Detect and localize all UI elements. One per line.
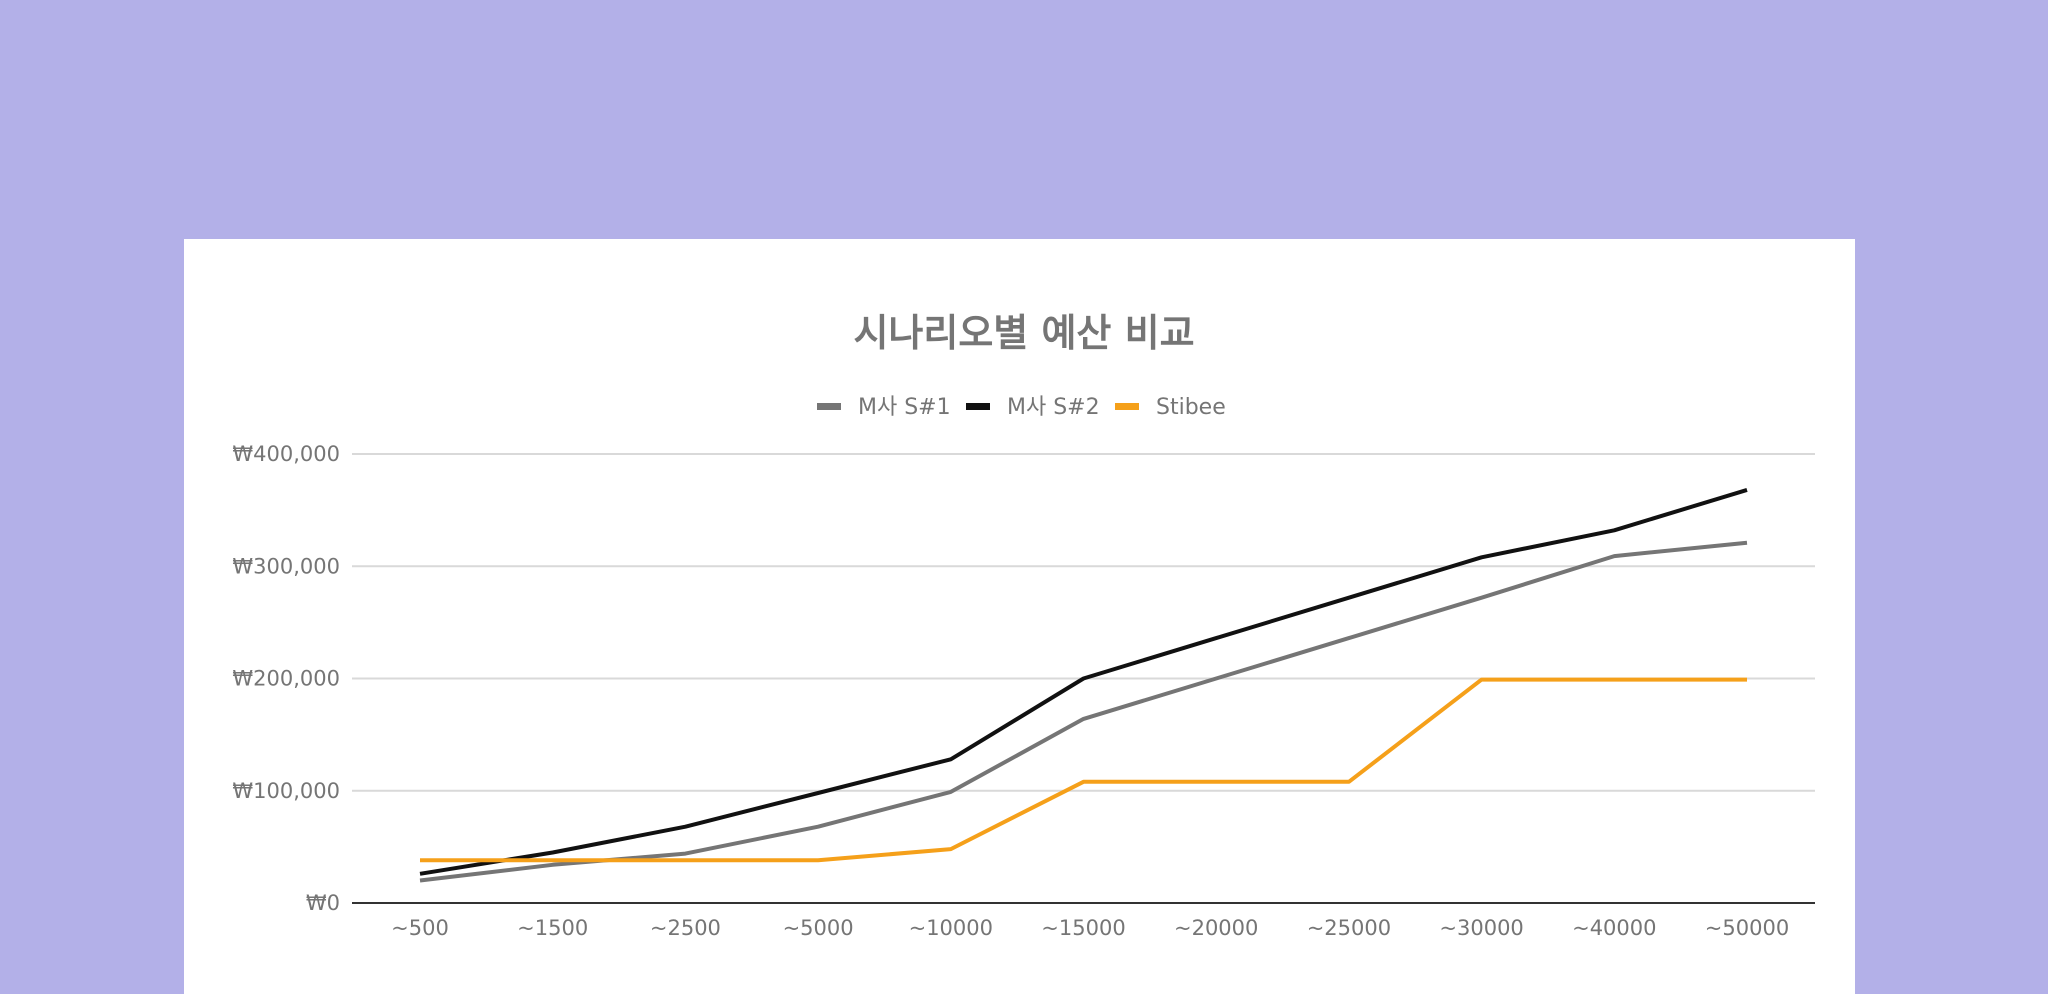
x-tick-label: ~500 [391, 916, 449, 940]
legend: M사 S#1 M사 S#2 Stibee [817, 395, 1226, 420]
x-tick-label: ~5000 [783, 916, 854, 940]
legend-swatch [1115, 403, 1139, 410]
legend-swatch [966, 403, 990, 410]
chart-card: 시나리오별 예산 비교 M사 S#1 M사 S#2 Stibee ₩0 ₩100,00… [184, 239, 1855, 994]
chart-title: 시나리오별 예산 비교 [853, 311, 1194, 355]
x-tick-label: ~10000 [909, 916, 993, 940]
x-tick-label: ~1500 [517, 916, 588, 940]
x-axis-labels: ~500 ~1500 ~2500 ~5000 ~10000 ~15000 ~20000 ~25… [391, 916, 1789, 940]
series-line-2 [419, 487, 1748, 876]
legend-item: M사 S#2 [966, 395, 1100, 420]
x-tick-label: ~30000 [1439, 916, 1523, 940]
y-tick-label: ₩400,000 [232, 442, 340, 466]
x-tick-label: ~50000 [1705, 916, 1789, 940]
y-tick-label: ₩100,000 [232, 779, 340, 803]
legend-item: Stibee [1115, 395, 1226, 420]
series-line-3 [420, 677, 1747, 863]
y-tick-label: ₩200,000 [232, 667, 340, 691]
x-tick-label: ~20000 [1174, 916, 1258, 940]
legend-label: M사 S#1 [858, 395, 951, 420]
series-lines [419, 487, 1748, 883]
legend-item: M사 S#1 [817, 395, 951, 420]
line-chart: 시나리오별 예산 비교 M사 S#1 M사 S#2 Stibee ₩0 ₩100,00… [232, 311, 1815, 940]
x-tick-label: ~40000 [1572, 916, 1656, 940]
x-tick-label: ~15000 [1041, 916, 1125, 940]
y-axis-labels: ₩0 ₩100,000 ₩200,000 ₩300,000 ₩400,000 [232, 442, 340, 915]
y-tick-label: ₩300,000 [232, 554, 340, 578]
legend-swatch [817, 403, 841, 410]
x-tick-label: ~2500 [650, 916, 721, 940]
legend-label: Stibee [1156, 395, 1226, 420]
series-line-1 [419, 540, 1748, 883]
legend-label: M사 S#2 [1007, 395, 1100, 420]
y-tick-label: ₩0 [306, 891, 340, 915]
x-tick-label: ~25000 [1307, 916, 1391, 940]
